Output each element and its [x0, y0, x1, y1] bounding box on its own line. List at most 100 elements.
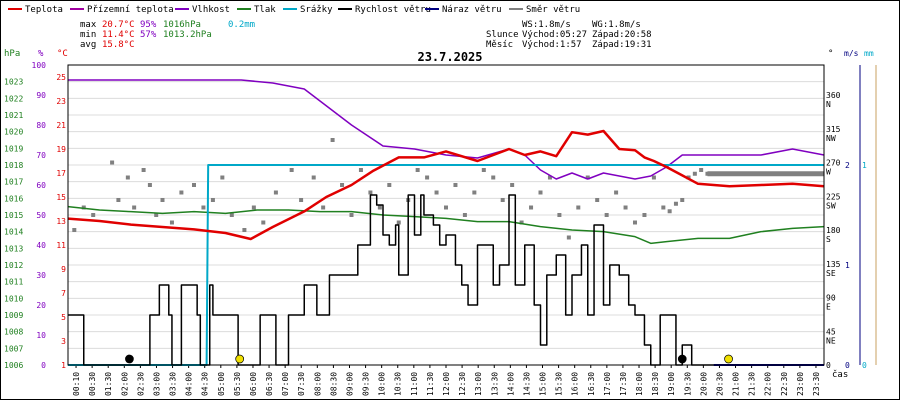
stats-max-hum: 95%	[140, 20, 157, 30]
x-tick-label: 13:30	[490, 372, 499, 396]
stats-rain-total: 0.2mm	[228, 20, 255, 30]
wind-dir-point	[585, 175, 590, 180]
tick-label-dir-name: NW	[826, 134, 836, 143]
wind-dir-point	[91, 213, 96, 217]
stats-min-label: min	[80, 30, 96, 40]
wind-dir-point	[132, 205, 137, 210]
tick-label-hpa: 1014	[4, 228, 23, 237]
tick-label-pct: 30	[36, 271, 46, 280]
legend: Teplota Přízemní teplota Vlhkost Tlak Srážky…	[8, 5, 580, 15]
wind-dir-point	[147, 183, 152, 187]
x-tick-label: 23:00	[796, 372, 805, 396]
wind-dir-point	[651, 175, 656, 180]
wind-dir-point	[434, 190, 439, 195]
stats-max-press: 1016hPa	[163, 20, 201, 30]
tick-label-temp: 23	[56, 97, 66, 106]
x-tick-label: 10:00	[378, 372, 387, 396]
sunrise-marker	[235, 354, 245, 364]
tick-label-pct: 100	[32, 61, 47, 70]
wind-dir-point	[661, 205, 666, 210]
x-tick-label: 19:30	[683, 372, 692, 396]
wind-dir-point	[667, 209, 672, 214]
astro-events	[125, 354, 733, 364]
wind-dir-point	[472, 190, 477, 195]
x-tick-label: 22:00	[764, 372, 773, 396]
x-tick-label: 15:00	[539, 372, 548, 396]
wind-dir-point	[169, 220, 174, 225]
x-tick-label: 23:30	[812, 372, 821, 396]
tick-label-temp: 15	[56, 193, 66, 202]
wind-dir-point	[273, 190, 278, 195]
wind-dir-point	[110, 160, 115, 165]
moonrise-marker	[125, 354, 134, 364]
wind-dir-point	[125, 175, 130, 180]
tick-label-hpa: 1019	[4, 144, 23, 153]
wind-dir-point	[633, 220, 637, 225]
wind-dir-point	[576, 205, 581, 210]
series-pressure-line	[67, 205, 825, 245]
wind-dir-point	[595, 198, 600, 202]
series-layer	[67, 79, 825, 366]
stats-min-hum: 57%	[140, 30, 157, 40]
sunset-marker	[724, 354, 733, 364]
tick-label-hpa: 1015	[4, 211, 23, 220]
x-tick-label: 14:00	[506, 372, 515, 396]
tick-label-pct: 70	[36, 151, 46, 160]
x-tick-label: 21:30	[748, 372, 757, 396]
wind-dir-point	[673, 201, 678, 206]
x-tick-label: 14:30	[522, 372, 531, 396]
wind-dir-point	[415, 168, 420, 172]
legend-label: Teplota	[25, 5, 63, 15]
wind-dir-point	[72, 228, 77, 232]
tick-label-mm: 0	[862, 361, 867, 370]
stats-max-label: max	[80, 20, 97, 30]
wind-dir-point	[340, 183, 345, 187]
x-tick-label: 13:00	[474, 372, 483, 396]
stats-block: max 20.7°C 95% 1016hPa 0.2mm min 11.4°C …	[80, 20, 255, 50]
tick-label-hpa: 1022	[4, 94, 23, 103]
wind-dir-point	[462, 213, 467, 217]
wind-dir-point	[557, 213, 562, 217]
wind-dir-point	[299, 198, 304, 202]
x-tick-label: 10:30	[394, 372, 403, 396]
wind-dir-point	[242, 228, 247, 232]
x-tick-label: 17:00	[603, 372, 612, 396]
axis-label-ms: m/s	[844, 49, 859, 58]
tick-label-temp: 3	[61, 337, 66, 346]
wind-dir-point	[358, 168, 363, 172]
wind-dir-point	[251, 205, 256, 210]
wind-dir-point	[453, 183, 458, 187]
x-tick-label: 19:00	[667, 372, 676, 396]
moonset-marker	[677, 354, 687, 364]
tick-label-pct: 20	[36, 301, 46, 310]
wind-dir-point	[510, 183, 515, 187]
tick-label-temp: 25	[56, 73, 66, 82]
x-tick-label: 03:00	[152, 372, 161, 396]
wind-dir-point	[425, 175, 430, 180]
tick-label-pct: 10	[36, 331, 46, 340]
legend-label: Srážky	[300, 5, 333, 15]
astro-info: WS:1.8m/s WG:1.8m/s Slunce Východ:05:27 …	[486, 20, 652, 50]
wind-dir-point	[349, 213, 354, 217]
wind-dir-point	[547, 175, 552, 180]
wind-dir-point	[368, 190, 373, 195]
tick-label-pct: 90	[36, 91, 46, 100]
tick-label-dir-name: NE	[826, 336, 836, 345]
tick-label-pct: 0	[41, 361, 46, 370]
tick-label-temp: 7	[61, 289, 66, 298]
x-tick-label: 00:10	[72, 372, 81, 396]
wind-dir-point	[116, 198, 121, 202]
tick-label-pct: 50	[36, 211, 46, 220]
wind-dir-point	[210, 198, 215, 202]
wind-dir-point	[680, 198, 685, 202]
wind-dir-point	[229, 213, 234, 217]
tick-label-temp: 21	[56, 121, 66, 130]
tick-label-hpa: 1018	[4, 161, 23, 170]
x-tick-label: 07:30	[297, 372, 306, 396]
wind-dir-point	[529, 205, 534, 210]
axis-label-pct: %	[38, 49, 44, 59]
tick-label-hpa: 1006	[4, 361, 23, 370]
wind-dir-point	[444, 205, 448, 210]
